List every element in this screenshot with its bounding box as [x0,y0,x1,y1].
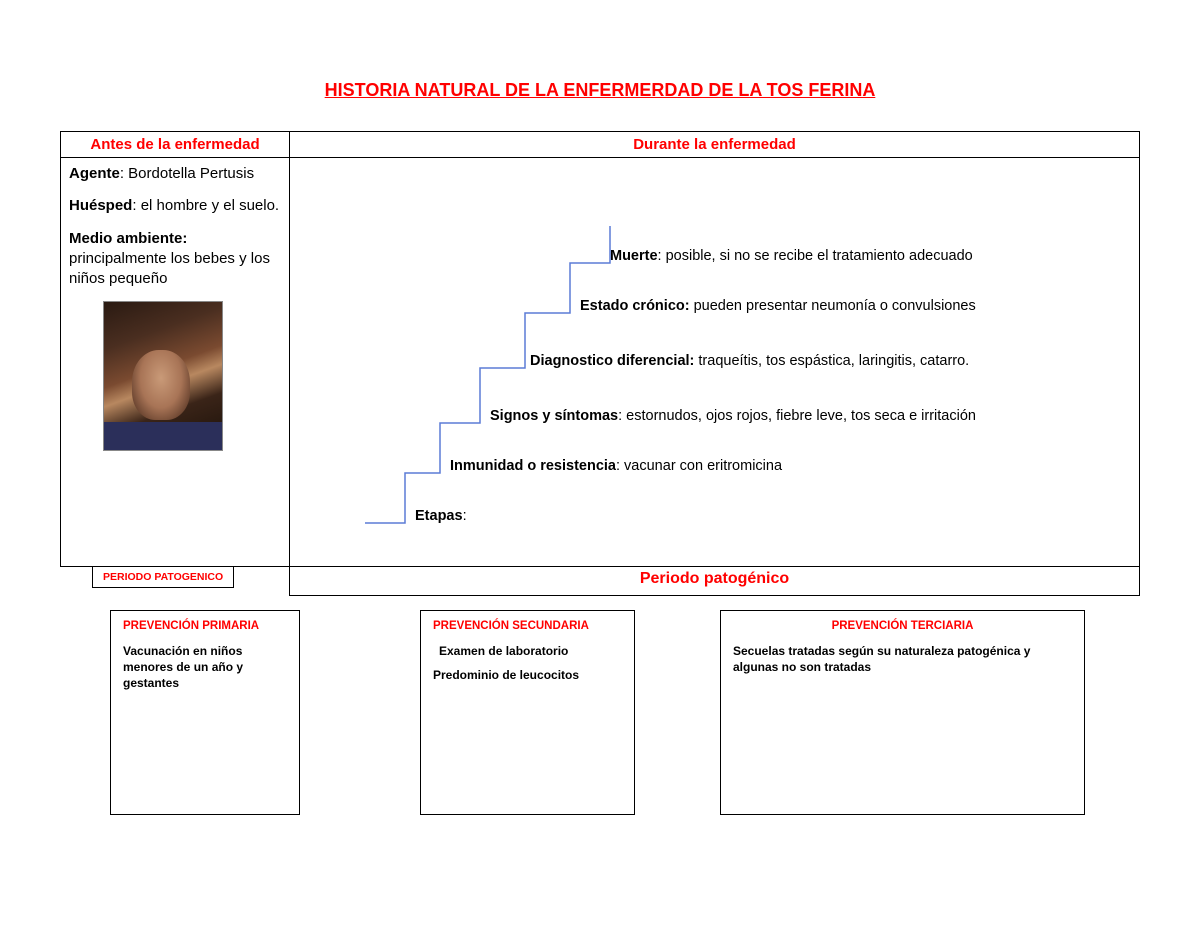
periodo-patogenico-chip: PERIODO PATOGENICO [92,566,234,588]
prevencion-primaria-box: PREVENCIÓN PRIMARIA Vacunación en niños … [110,610,300,815]
step-label-2: Diagnostico diferencial: [530,353,694,369]
huesped-value: : el hombre y el suelo. [132,197,279,214]
periodo-left-cell: PERIODO PATOGENICO [60,566,290,596]
prev-terciaria-header: PREVENCIÓN TERCIARIA [733,619,1072,635]
step-4: Inmunidad o resistencia: vacunar con eri… [450,458,782,474]
step-1: Estado crónico: pueden presentar neumoní… [580,298,976,314]
step-label-4: Inmunidad o resistencia [450,458,616,474]
step-text-4: : vacunar con eritromicina [616,458,782,474]
antes-header: Antes de la enfermedad [60,131,290,158]
agente-value: : Bordotella Pertusis [120,165,254,182]
step-label-1: Estado crónico: [580,298,690,314]
page-title: HISTORIA NATURAL DE LA ENFERMERDAD DE LA… [60,80,1140,101]
step-3: Signos y síntomas: estornudos, ojos rojo… [490,408,976,424]
durante-panel: Muerte: posible, si no se recibe el trat… [289,157,1140,567]
medio-label: Medio ambiente: [69,230,187,247]
periodo-patogenico-header: Periodo patogénico [289,566,1140,596]
agente-line: Agente: Bordotella Pertusis [69,164,281,184]
step-0: Muerte: posible, si no se recibe el trat… [610,248,973,264]
prev-primaria-header: PREVENCIÓN PRIMARIA [123,619,287,635]
huesped-label: Huésped [69,197,132,214]
header-row: Antes de la enfermedad Durante la enferm… [60,131,1140,158]
step-text-2: traqueítis, tos espástica, laringitis, c… [694,353,969,369]
step-5: Etapas: [415,508,467,524]
huesped-line: Huésped: el hombre y el suelo. [69,196,281,216]
prev-terciaria-body: Secuelas tratadas según su naturaleza pa… [733,643,1072,675]
step-text-1: pueden presentar neumonía o convulsiones [690,298,976,314]
prev-secundaria-line1: Examen de laboratorio [439,643,622,659]
body-row: Agente: Bordotella Pertusis Huésped: el … [60,157,1140,567]
step-text-5: : [463,508,467,524]
prev-secundaria-line2: Predominio de leucocitos [433,667,622,683]
step-label-5: Etapas [415,508,463,524]
agente-label: Agente [69,165,120,182]
periodo-row: PERIODO PATOGENICO Periodo patogénico [60,566,1140,596]
prevencion-terciaria-box: PREVENCIÓN TERCIARIA Secuelas tratadas s… [720,610,1085,815]
stairs-path [365,226,610,523]
medio-value: principalmente los bebes y los niños peq… [69,250,270,287]
prev-primaria-body: Vacunación en niños menores de un año y … [123,643,287,692]
prevention-row: PREVENCIÓN PRIMARIA Vacunación en niños … [60,610,1140,815]
child-photo [103,301,223,451]
medio-line: Medio ambiente: principalmente los bebes… [69,229,281,290]
prevencion-secundaria-box: PREVENCIÓN SECUNDARIA Examen de laborato… [420,610,635,815]
step-2: Diagnostico diferencial: traqueítis, tos… [530,353,969,369]
step-text-3: : estornudos, ojos rojos, fiebre leve, t… [618,408,976,424]
durante-header: Durante la enfermedad [289,131,1140,158]
prev-secundaria-header: PREVENCIÓN SECUNDARIA [433,619,622,635]
step-label-3: Signos y síntomas [490,408,618,424]
step-label-0: Muerte [610,248,658,264]
diagram-page: HISTORIA NATURAL DE LA ENFERMERDAD DE LA… [60,80,1140,815]
antes-panel: Agente: Bordotella Pertusis Huésped: el … [60,157,290,567]
step-text-0: : posible, si no se recibe el tratamient… [658,248,973,264]
